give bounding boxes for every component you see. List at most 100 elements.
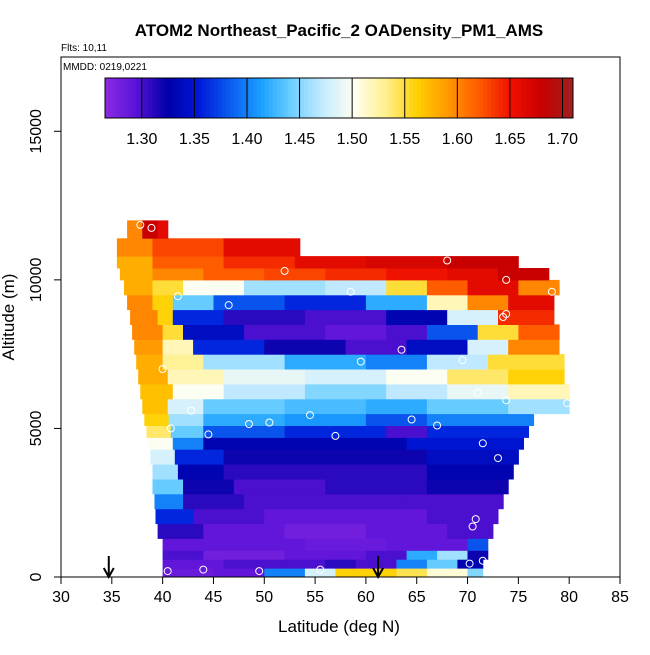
sample-point (494, 454, 502, 463)
colorbar-segment (112, 78, 118, 118)
heatmap-cell (127, 220, 143, 239)
colorbar-segment (190, 78, 196, 118)
heatmap-cell (426, 413, 535, 426)
colorbar-segment (327, 78, 332, 118)
sample-point (147, 223, 156, 232)
heatmap-cell (162, 568, 214, 578)
colorbar-segment (198, 78, 203, 118)
heatmap-cell (203, 425, 286, 438)
colorbar-segment (526, 78, 531, 118)
heatmap-cell (325, 559, 357, 569)
heatmap-cell (457, 559, 484, 569)
colorbar-segment (272, 78, 277, 118)
colorbar-segment (276, 78, 281, 118)
heatmap-cell (203, 398, 286, 415)
heatmap-cell (172, 437, 204, 450)
heatmap-cell (223, 559, 286, 569)
colorbar-tick-label: 1.40 (231, 131, 262, 148)
heatmap-cell (243, 279, 326, 296)
colorbar-segment (128, 78, 133, 118)
heatmap-cell (396, 559, 428, 569)
colorbar-segment (424, 78, 430, 118)
sample-point (245, 420, 253, 428)
heatmap-cell (304, 538, 387, 551)
colorbar-tick-label: 1.70 (547, 131, 578, 148)
heatmap-cell (508, 398, 570, 415)
colorbar-segment (183, 78, 188, 118)
heatmap-cell (467, 568, 484, 578)
heatmap-cell (152, 464, 179, 480)
heatmap-cell (264, 508, 347, 525)
colorbar-segment (565, 78, 570, 118)
heatmap-cell (365, 354, 428, 370)
colorbar-segment (179, 78, 184, 118)
colorbar-segment (537, 78, 543, 118)
heatmap-cell (203, 354, 286, 370)
heatmap-cell (426, 324, 479, 340)
colorbar-segment (397, 78, 402, 118)
heatmap-cell (170, 425, 204, 438)
colorbar-segment (108, 78, 114, 118)
colorbar-segment (549, 78, 554, 118)
colorbar-segment (467, 78, 472, 118)
sample-point (158, 365, 167, 373)
heatmap-cell (406, 493, 504, 510)
colorbar-segment (253, 78, 258, 118)
heatmap-cell (447, 369, 509, 385)
colorbar-segment (315, 78, 320, 118)
heatmap-cell (264, 268, 326, 281)
heatmap-cell (162, 559, 225, 569)
heatmap-cell (148, 437, 174, 450)
sample-point (356, 357, 365, 366)
heatmap-cell (365, 523, 448, 539)
colorbar-segment (459, 78, 465, 118)
heatmap-cell (304, 437, 407, 450)
heatmap-cell (406, 339, 469, 355)
heatmap-cell (386, 369, 448, 385)
heatmap-cell (365, 550, 408, 560)
colorbar-tick-label: 1.35 (179, 131, 210, 148)
heatmap-cell (386, 279, 428, 296)
colorbar-segment (405, 78, 410, 118)
colorbar-segment (432, 78, 437, 118)
x-tick-label: 35 (103, 589, 121, 606)
heatmap-cell (396, 568, 428, 578)
heatmap-cell (284, 413, 367, 426)
heatmap-cell (518, 279, 560, 296)
heatmap-cell (264, 568, 306, 578)
colorbar-segment (268, 78, 274, 118)
heatmap-cell (437, 550, 469, 560)
heatmap-cell (162, 538, 225, 551)
colorbar-segment (381, 78, 387, 118)
colorbar-segment (417, 78, 422, 118)
heatmap-cell (406, 437, 524, 450)
colorbar-tick-label: 1.60 (442, 131, 473, 148)
heatmap-cell (213, 294, 286, 311)
heatmap-cell (193, 339, 265, 355)
y-tick-label: 5000 (28, 411, 45, 447)
colorbar-segment (514, 78, 519, 118)
colorbar-segment (506, 78, 511, 118)
colorbar-segment (479, 78, 484, 118)
heatmap-cell (304, 369, 387, 385)
colorbar-segment (206, 78, 211, 118)
y-tick-label: 0 (28, 572, 45, 581)
colorbar-segment (487, 78, 492, 118)
colorbar-segment (444, 78, 449, 118)
colorbar-segment (522, 78, 527, 118)
sample-point (224, 301, 233, 310)
heatmap-cell (447, 523, 494, 539)
colorbar-tick-label: 1.30 (126, 131, 157, 148)
x-axis-label: Latitude (deg N) (278, 617, 400, 636)
colorbar-segment (222, 78, 227, 118)
latitude-arrow (102, 556, 115, 580)
colorbar-segment (358, 78, 363, 118)
heatmap-cell (243, 493, 326, 510)
sample-point (563, 399, 572, 408)
colorbar-segment (280, 78, 285, 118)
heatmap-cell (426, 478, 509, 495)
colorbar-segment (261, 78, 266, 118)
heatmap-cell (518, 324, 560, 340)
heatmap-cell (325, 478, 428, 495)
heatmap-cell (284, 550, 367, 560)
